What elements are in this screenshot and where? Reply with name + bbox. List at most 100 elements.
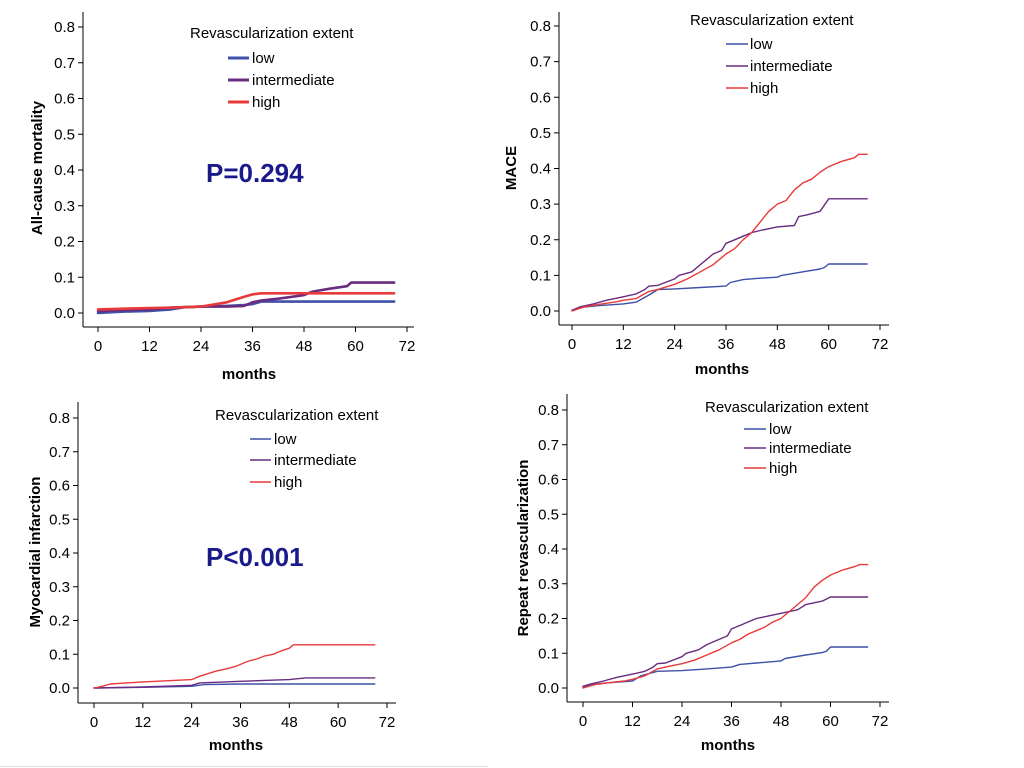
legend-label-intermediate: intermediate (769, 440, 852, 457)
x-tick-label: 24 (666, 336, 683, 353)
y-tick-label: 0.8 (54, 19, 75, 36)
x-tick-label: 48 (296, 338, 313, 355)
chart-mortality: 0.0 0.1 0.2 0.3 0.4 0.5 0.6 0.7 0.8 0 12 24 36 48 60 72… (29, 12, 415, 383)
y-tick-label: 0.0 (538, 680, 559, 697)
legend-title: Revascularization extent (190, 25, 354, 42)
y-tick-label: 0.8 (538, 402, 559, 419)
x-axis-label: months (701, 737, 755, 754)
legend-label-low: low (750, 36, 773, 53)
y-tick-label: 0.1 (49, 646, 70, 663)
chart-mi: 0.0 0.1 0.2 0.3 0.4 0.5 0.6 0.7 0.8 0 12 24 36 48 60 72… (27, 402, 396, 754)
series-line-high (93, 644, 376, 689)
y-tick-label: 0.5 (530, 125, 551, 142)
y-tick-label: 0.5 (49, 511, 70, 528)
y-tick-label: 0.3 (530, 196, 551, 213)
x-tick-label: 36 (244, 338, 261, 355)
legend-label-high: high (769, 460, 797, 477)
series-line-intermediate (93, 677, 376, 689)
legend-title: Revascularization extent (705, 399, 869, 416)
x-tick-label: 36 (232, 714, 249, 731)
x-tick-label: 24 (193, 338, 210, 355)
y-tick-label: 0.4 (54, 162, 75, 179)
y-axis-label: All-cause mortality (29, 100, 46, 235)
y-tick-label: 0.8 (49, 410, 70, 427)
y-tick-label: 0.5 (54, 126, 75, 143)
y-tick-label: 0.5 (538, 506, 559, 523)
x-tick-label: 24 (674, 713, 691, 730)
y-tick-label: 0.6 (538, 472, 559, 489)
y-axis-label: Repeat revascularization (515, 460, 532, 637)
x-tick-label: 0 (94, 338, 102, 355)
x-tick-label: 12 (615, 336, 632, 353)
x-tick-label: 72 (872, 713, 889, 730)
x-axis-label: months (222, 366, 276, 383)
legend-title: Revascularization extent (215, 407, 379, 424)
p-value-label: P=0.294 (206, 158, 304, 188)
x-tick-label: 48 (773, 713, 790, 730)
x-tick-label: 60 (820, 336, 837, 353)
x-tick-label: 60 (330, 714, 347, 731)
x-tick-label: 36 (723, 713, 740, 730)
y-tick-label: 0.1 (538, 645, 559, 662)
y-tick-label: 0.7 (54, 55, 75, 72)
y-tick-label: 0.1 (54, 269, 75, 286)
y-tick-label: 0.4 (49, 545, 70, 562)
y-tick-label: 0.3 (538, 576, 559, 593)
x-tick-label: 12 (624, 713, 641, 730)
y-tick-label: 0.4 (530, 161, 551, 178)
legend-label-intermediate: intermediate (750, 58, 833, 75)
series-line-high (571, 153, 868, 312)
x-tick-label: 0 (568, 336, 576, 353)
p-value-label: P<0.001 (206, 542, 304, 572)
x-tick-label: 48 (281, 714, 298, 731)
y-tick-label: 0.7 (538, 437, 559, 454)
series-line-high (96, 292, 396, 311)
y-tick-label: 0.0 (530, 303, 551, 320)
y-tick-label: 0.4 (538, 541, 559, 558)
legend: Revascularization extent low intermediate h… (705, 399, 869, 477)
series-line-intermediate (571, 198, 868, 311)
y-tick-label: 0.2 (49, 613, 70, 630)
x-axis-label: months (695, 361, 749, 378)
x-tick-label: 24 (183, 714, 200, 731)
y-tick-label: 0.7 (49, 444, 70, 461)
legend-label-high: high (750, 80, 778, 97)
y-tick-label: 0.7 (530, 54, 551, 71)
x-tick-label: 0 (90, 714, 98, 731)
series-line-intermediate (582, 596, 869, 687)
x-tick-label: 0 (579, 713, 587, 730)
legend: Revascularization extent low intermediate h… (690, 12, 854, 97)
y-tick-label: 0.6 (530, 89, 551, 106)
x-tick-label: 60 (347, 338, 364, 355)
legend-label-intermediate: intermediate (274, 452, 357, 469)
y-tick-label: 0.0 (54, 305, 75, 322)
legend: Revascularization extent low intermediate h… (215, 407, 379, 491)
y-tick-label: 0.0 (49, 680, 70, 697)
y-tick-label: 0.3 (49, 579, 70, 596)
y-tick-label: 0.6 (49, 478, 70, 495)
x-tick-label: 60 (822, 713, 839, 730)
x-tick-label: 36 (718, 336, 735, 353)
x-tick-label: 48 (769, 336, 786, 353)
legend: Revascularization extent low intermediate h… (190, 25, 354, 111)
legend-label-low: low (769, 421, 792, 438)
legend-title: Revascularization extent (690, 12, 854, 29)
series-line-high (582, 563, 869, 689)
legend-label-intermediate: intermediate (252, 72, 335, 89)
x-tick-label: 72 (872, 336, 889, 353)
series-line-low (582, 646, 869, 688)
legend-label-high: high (274, 474, 302, 491)
y-tick-label: 0.1 (530, 267, 551, 284)
x-tick-label: 72 (399, 338, 416, 355)
legend-label-high: high (252, 94, 280, 111)
legend-label-low: low (252, 50, 275, 67)
y-axis-label: Myocardial infarction (27, 477, 44, 628)
y-tick-label: 0.6 (54, 91, 75, 108)
x-tick-label: 12 (134, 714, 151, 731)
chart-mace: 0.0 0.1 0.2 0.3 0.4 0.5 0.6 0.7 0.8 0 12 24 36 48 60 72… (503, 12, 889, 378)
y-axis-label: MACE (503, 146, 520, 190)
series-line-low (571, 263, 868, 311)
bottom-divider (0, 766, 488, 767)
y-tick-label: 0.2 (54, 234, 75, 251)
